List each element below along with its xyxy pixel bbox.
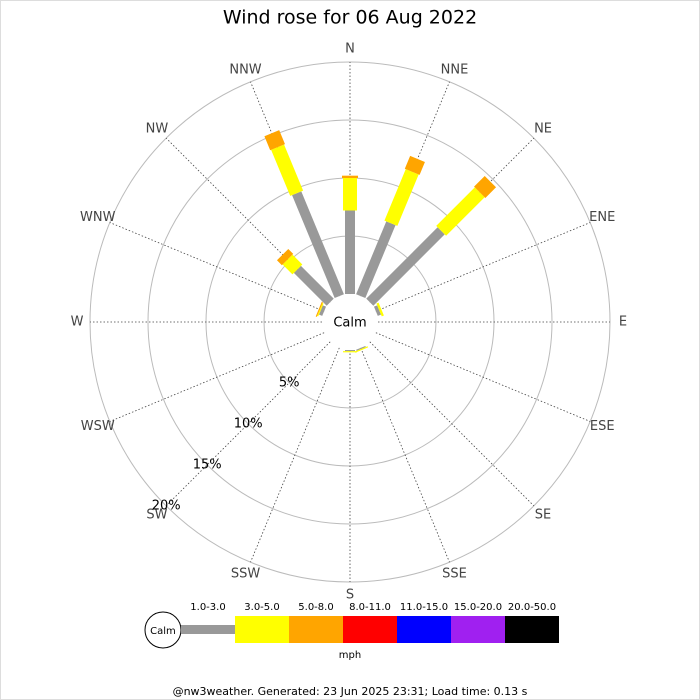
rose-segment bbox=[293, 265, 334, 306]
calm-circle bbox=[325, 297, 375, 347]
legend-label: 8.0-11.0 bbox=[349, 602, 391, 613]
rose-segment bbox=[271, 144, 304, 196]
legend-label: 3.0-5.0 bbox=[244, 602, 279, 613]
legend-calm-label: Calm bbox=[150, 626, 176, 637]
ring-label: 20% bbox=[152, 498, 181, 513]
spoke bbox=[375, 332, 591, 422]
ring-label: 10% bbox=[234, 416, 263, 431]
legend-unit: mph bbox=[339, 650, 361, 661]
calm-label: Calm bbox=[333, 316, 366, 331]
direction-label: WNW bbox=[80, 210, 116, 225]
rose-segment bbox=[319, 305, 327, 316]
legend-label: 20.0-50.0 bbox=[508, 602, 556, 613]
direction-label: NW bbox=[146, 121, 169, 136]
rose-segment bbox=[356, 221, 396, 299]
direction-label: ESE bbox=[590, 419, 615, 434]
legend-swatch bbox=[181, 625, 235, 634]
rose-segment bbox=[404, 155, 425, 175]
chart-title: Wind rose for 06 Aug 2022 bbox=[223, 7, 477, 29]
spoke bbox=[109, 332, 325, 422]
legend-swatch bbox=[451, 616, 505, 643]
rose-segment bbox=[373, 305, 381, 316]
rose-segment bbox=[282, 254, 303, 275]
direction-label: SSW bbox=[231, 567, 261, 582]
spoke bbox=[375, 222, 591, 312]
direction-label: WSW bbox=[81, 419, 115, 434]
legend-label: 15.0-20.0 bbox=[454, 602, 502, 613]
legend-swatch bbox=[397, 616, 451, 643]
legend-swatch bbox=[505, 616, 559, 643]
spoke bbox=[165, 341, 331, 507]
rose-segment bbox=[366, 227, 445, 306]
direction-label: SW bbox=[146, 508, 167, 523]
direction-label: W bbox=[71, 315, 84, 330]
spoke bbox=[250, 347, 340, 563]
legend-swatch bbox=[289, 616, 343, 643]
spoke bbox=[369, 341, 535, 507]
rose-segment bbox=[384, 169, 419, 226]
legend-label: 1.0-3.0 bbox=[190, 602, 225, 613]
ring-label: 5% bbox=[279, 375, 300, 390]
direction-label: NNW bbox=[229, 62, 261, 77]
legend-swatch bbox=[235, 616, 289, 643]
rose-segment bbox=[292, 191, 344, 299]
direction-label: NNE bbox=[441, 62, 469, 77]
spoke bbox=[109, 222, 325, 312]
direction-label: ENE bbox=[589, 210, 615, 225]
ring-label: 15% bbox=[193, 457, 222, 472]
footer: @nw3weather. Generated: 23 Jun 2025 23:3… bbox=[173, 685, 528, 698]
rose-segment bbox=[376, 302, 384, 317]
legend-label: 5.0-8.0 bbox=[298, 602, 333, 613]
direction-label: E bbox=[619, 315, 627, 330]
direction-label: NE bbox=[534, 121, 552, 136]
legend-swatch bbox=[343, 616, 397, 643]
rose-segment bbox=[436, 187, 485, 236]
direction-label: SE bbox=[535, 508, 551, 523]
direction-label: N bbox=[345, 42, 355, 57]
direction-label: S bbox=[346, 588, 354, 603]
legend-label: 11.0-15.0 bbox=[400, 602, 448, 613]
ring bbox=[147, 119, 553, 525]
rose-segment bbox=[264, 130, 285, 151]
rose-segment bbox=[276, 248, 294, 266]
rose-segment bbox=[474, 175, 497, 198]
spoke bbox=[360, 347, 450, 563]
direction-label: SSE bbox=[442, 567, 467, 582]
